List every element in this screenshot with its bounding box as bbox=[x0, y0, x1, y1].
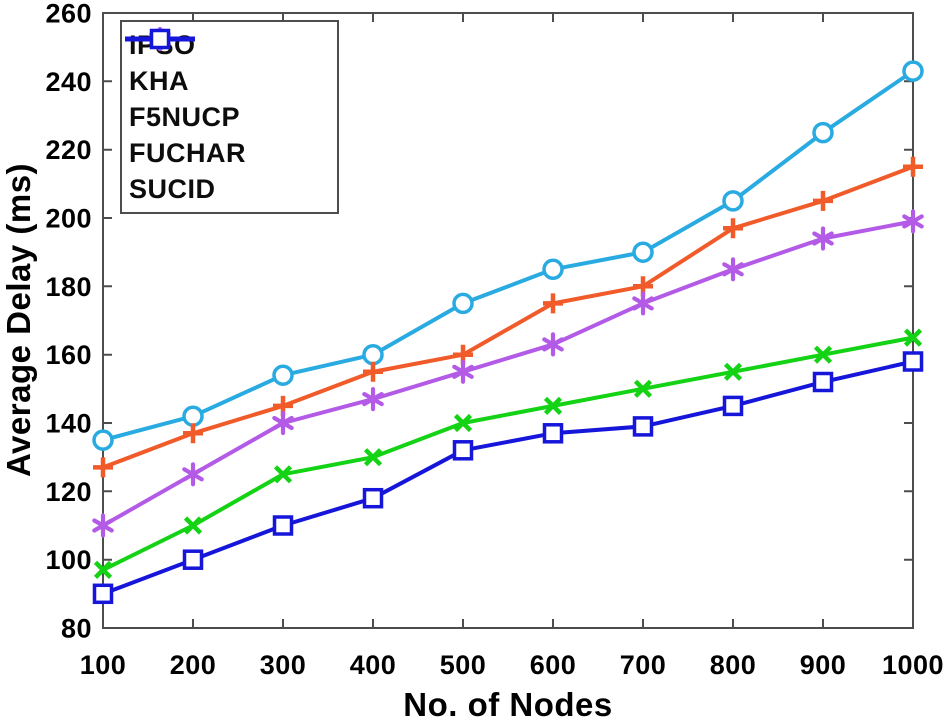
y-tick-label: 260 bbox=[45, 0, 92, 29]
legend-item-F5NUCP: F5NUCP bbox=[125, 26, 333, 135]
x-tick-label: 100 bbox=[80, 650, 127, 680]
series-SUCID bbox=[92, 351, 924, 605]
legend-label: KHA bbox=[129, 65, 189, 96]
x-tick-label: 500 bbox=[440, 650, 487, 680]
series-IPSO bbox=[92, 60, 924, 451]
x-axis-label: No. of Nodes bbox=[403, 686, 613, 721]
y-tick-label: 140 bbox=[45, 409, 92, 439]
series-KHA bbox=[93, 156, 923, 478]
series-F5NUCP bbox=[92, 209, 924, 538]
y-tick-label: 160 bbox=[45, 340, 92, 370]
x-tick-label: 700 bbox=[620, 650, 667, 680]
x-tick-label: 300 bbox=[260, 650, 307, 680]
x-tick-label: 400 bbox=[350, 650, 397, 680]
y-axis-label: Average Delay (ms) bbox=[0, 163, 37, 477]
legend-label: SUCID bbox=[129, 173, 216, 204]
x-tick-label: 600 bbox=[530, 650, 577, 680]
legend-label: F5NUCP bbox=[129, 101, 241, 132]
y-tick-label: 120 bbox=[45, 477, 92, 507]
y-tick-label: 220 bbox=[45, 135, 92, 165]
y-tick-label: 80 bbox=[61, 614, 92, 644]
legend-label: FUCHAR bbox=[129, 137, 246, 168]
series-FUCHAR bbox=[93, 328, 923, 579]
x-tick-label: 200 bbox=[170, 650, 217, 680]
legend-item-SUCID: SUCID bbox=[125, 28, 333, 207]
axes-frame bbox=[102, 12, 914, 629]
x-tick-label: 900 bbox=[800, 650, 847, 680]
legend-item-FUCHAR: FUCHAR bbox=[125, 29, 333, 171]
y-tick-label: 180 bbox=[45, 272, 92, 302]
x-tick-label: 1000 bbox=[882, 650, 944, 680]
y-tick-label: 100 bbox=[45, 545, 92, 575]
y-tick-label: 240 bbox=[45, 67, 92, 97]
y-tick-label: 200 bbox=[45, 204, 92, 234]
legend-item-KHA: KHA bbox=[125, 29, 333, 99]
plot-area: 100 200 300 400 500 600 700 800 900 1000 80 100 120 1… bbox=[45, 0, 944, 680]
legend: IPSOKHAF5NUCPFUCHARSUCID bbox=[120, 20, 339, 214]
x-tick-label: 800 bbox=[710, 650, 757, 680]
legend-square-sample bbox=[125, 28, 195, 50]
